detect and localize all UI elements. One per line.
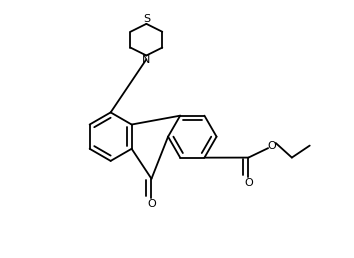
Text: O: O	[147, 199, 156, 209]
Text: O: O	[268, 141, 276, 151]
Text: N: N	[142, 55, 150, 65]
Text: O: O	[244, 178, 253, 188]
Text: S: S	[143, 14, 150, 24]
